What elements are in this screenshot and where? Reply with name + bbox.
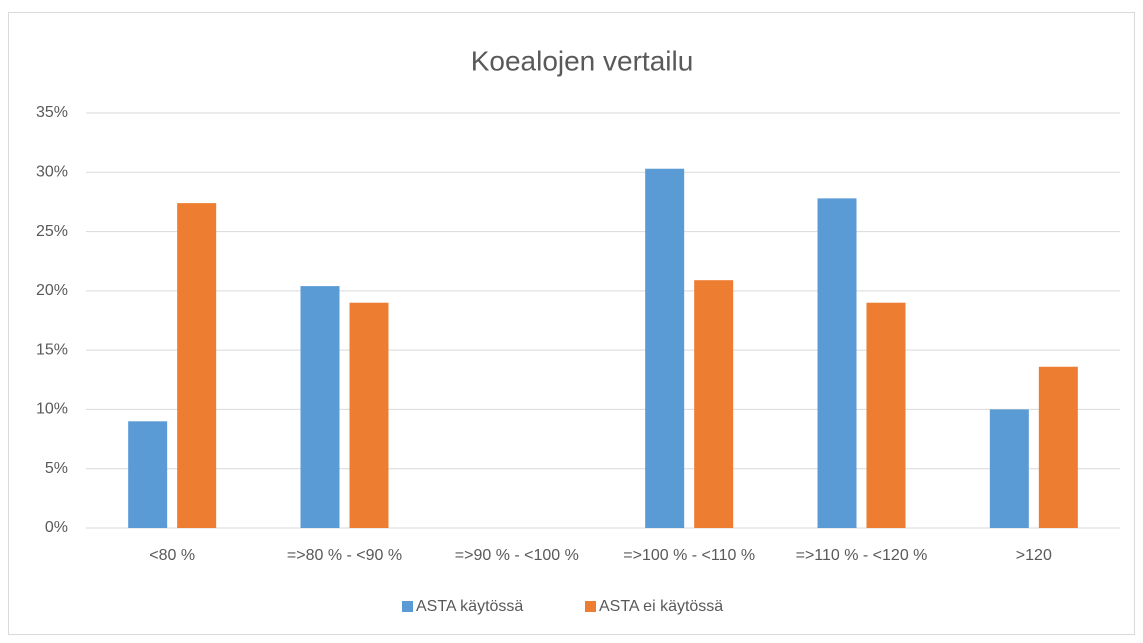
y-tick-label: 0% <box>45 519 68 536</box>
y-tick-label: 25% <box>36 223 68 240</box>
legend-swatch <box>402 601 413 612</box>
bar <box>694 280 734 528</box>
y-tick-label: 5% <box>45 460 68 477</box>
chart-title: Koealojen vertailu <box>471 45 694 76</box>
x-tick-label: >120 <box>1016 547 1052 564</box>
bar <box>866 302 906 528</box>
y-tick-label: 30% <box>36 164 68 181</box>
legend-label: ASTA ei käytössä <box>599 598 723 615</box>
bar <box>349 302 389 528</box>
bar <box>128 421 168 528</box>
x-tick-label: <80 % <box>149 547 195 564</box>
bar <box>177 203 217 528</box>
legend-label: ASTA käytössä <box>416 598 523 615</box>
y-tick-label: 10% <box>36 401 68 418</box>
y-tick-label: 15% <box>36 341 68 358</box>
bar <box>989 409 1029 528</box>
bar <box>300 286 340 528</box>
bar <box>817 198 857 528</box>
x-tick-label: =>90 % - <100 % <box>455 547 579 564</box>
y-tick-label: 20% <box>36 282 68 299</box>
y-tick-label: 35% <box>36 104 68 121</box>
x-tick-label: =>110 % - <120 % <box>796 547 928 564</box>
x-tick-label: =>100 % - <110 % <box>623 547 755 564</box>
bar <box>645 168 685 528</box>
legend-swatch <box>585 601 596 612</box>
bar <box>1038 366 1078 528</box>
x-tick-label: =>80 % - <90 % <box>287 547 402 564</box>
